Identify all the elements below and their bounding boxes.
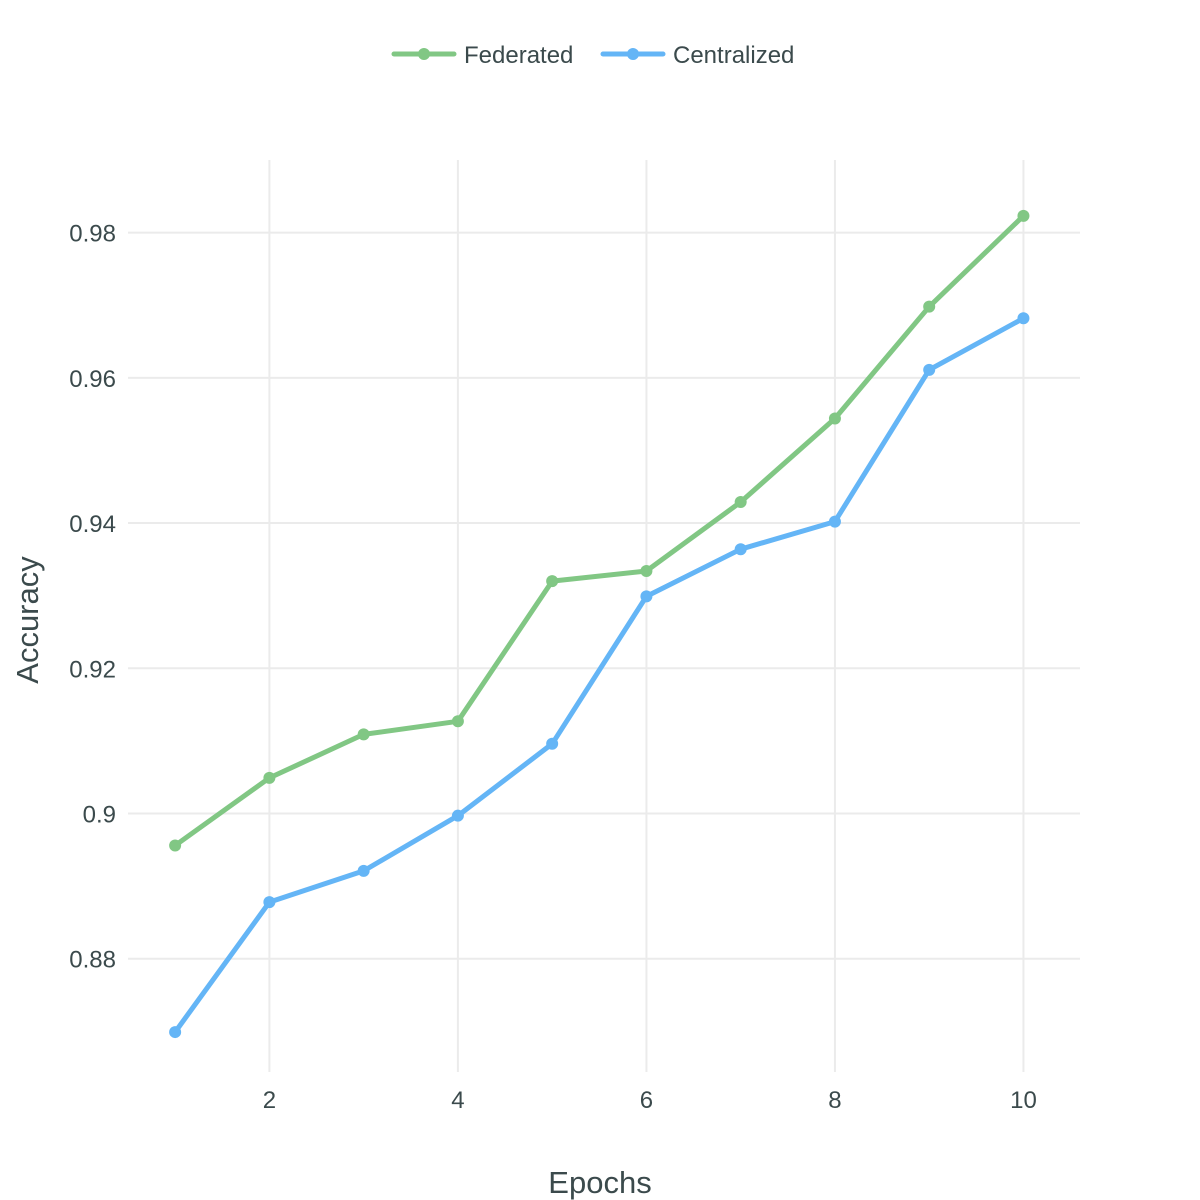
data-point[interactable] bbox=[734, 496, 747, 508]
x-tick-label: 8 bbox=[828, 1087, 841, 1114]
data-point[interactable] bbox=[451, 809, 464, 822]
x-tick-label: 4 bbox=[451, 1087, 464, 1114]
data-point[interactable] bbox=[923, 300, 936, 313]
series-line bbox=[172, 315, 1026, 1035]
data-point[interactable] bbox=[169, 839, 182, 852]
data-point[interactable] bbox=[734, 543, 747, 556]
data-point[interactable] bbox=[357, 864, 370, 877]
y-tick-label: 0.88 bbox=[69, 947, 116, 974]
data-point[interactable] bbox=[640, 564, 653, 577]
data-point[interactable] bbox=[263, 771, 276, 784]
data-point[interactable] bbox=[1017, 209, 1030, 222]
x-axis-title: Epochs bbox=[548, 1165, 651, 1200]
legend-item-federated[interactable]: Federated bbox=[391, 42, 573, 69]
y-tick-label: 0.94 bbox=[69, 511, 116, 538]
axis-ticks: 2 4 6 8 10 0.88 0.9 0.92 0.94 0.96 0.98 bbox=[69, 221, 1037, 1114]
y-tick-label: 0.92 bbox=[69, 656, 116, 683]
legend-label: Federated bbox=[464, 42, 573, 69]
data-point[interactable] bbox=[828, 515, 841, 528]
series-centralized bbox=[169, 312, 1030, 1039]
series-lines bbox=[169, 209, 1030, 1039]
data-point[interactable] bbox=[357, 728, 370, 741]
y-tick-label: 0.9 bbox=[83, 802, 116, 829]
data-point[interactable] bbox=[169, 1026, 182, 1039]
x-tick-label: 10 bbox=[1010, 1087, 1037, 1114]
data-point[interactable] bbox=[451, 715, 464, 728]
data-point[interactable] bbox=[263, 896, 276, 909]
y-tick-label: 0.98 bbox=[69, 221, 116, 248]
data-point[interactable] bbox=[828, 412, 841, 425]
data-point[interactable] bbox=[640, 590, 653, 603]
x-tick-label: 2 bbox=[263, 1087, 276, 1114]
legend-item-centralized[interactable]: Centralized bbox=[600, 42, 794, 69]
y-axis-title: Accuracy bbox=[10, 556, 45, 684]
data-point[interactable] bbox=[923, 363, 936, 376]
x-tick-label: 6 bbox=[640, 1087, 653, 1114]
legend[interactable]: Federated Centralized bbox=[391, 42, 794, 69]
y-tick-label: 0.96 bbox=[69, 366, 116, 393]
legend-marker-icon bbox=[418, 48, 430, 60]
legend-marker-icon bbox=[627, 48, 639, 60]
series-federated bbox=[169, 209, 1030, 852]
legend-label: Centralized bbox=[673, 42, 794, 69]
series-line bbox=[172, 213, 1026, 848]
data-point[interactable] bbox=[1017, 312, 1030, 325]
data-point[interactable] bbox=[546, 575, 559, 588]
data-point[interactable] bbox=[546, 737, 559, 750]
